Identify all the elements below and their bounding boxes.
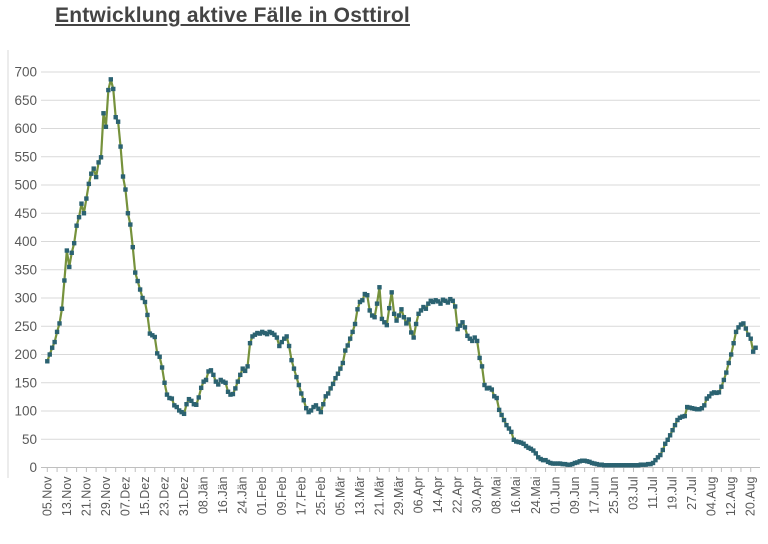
svg-text:19.Jul: 19.Jul xyxy=(666,477,680,510)
svg-text:17.Feb: 17.Feb xyxy=(294,476,308,515)
svg-text:16.Mai: 16.Mai xyxy=(509,477,523,515)
svg-text:16.Jän: 16.Jän xyxy=(216,476,230,514)
data-line xyxy=(46,78,757,467)
svg-text:30.Apr: 30.Apr xyxy=(470,476,484,513)
svg-text:03.Jul: 03.Jul xyxy=(626,477,640,510)
svg-text:500: 500 xyxy=(14,178,37,193)
svg-text:250: 250 xyxy=(14,319,37,334)
svg-text:14.Apr: 14.Apr xyxy=(431,477,445,514)
svg-text:08.Mai: 08.Mai xyxy=(490,476,504,514)
svg-text:07.Dez: 07.Dez xyxy=(118,477,132,517)
svg-text:24.Mai: 24.Mai xyxy=(529,477,543,515)
svg-text:05.Mär: 05.Mär xyxy=(333,477,347,516)
x-axis-labels: 05.Nov 13.Nov 21.Nov 29.Nov 07.Dez 15.Dez 23.D… xyxy=(40,476,757,516)
svg-text:21.Mär: 21.Mär xyxy=(372,477,386,516)
svg-text:24.Jän: 24.Jän xyxy=(236,476,250,514)
svg-text:21.Nov: 21.Nov xyxy=(79,476,93,516)
svg-text:300: 300 xyxy=(14,291,37,306)
svg-text:04.Aug: 04.Aug xyxy=(705,476,719,516)
gridlines xyxy=(41,71,760,468)
svg-text:350: 350 xyxy=(14,262,37,277)
svg-text:27.Jul: 27.Jul xyxy=(685,477,699,510)
svg-text:06.Apr: 06.Apr xyxy=(412,477,426,514)
svg-text:01.Jun: 01.Jun xyxy=(548,476,562,514)
chart-title: Entwicklung aktive Fälle in Osttirol xyxy=(55,4,410,27)
y-axis-labels: 0 50 100 150 200 250 300 350 400 450 500 550 600 650 7… xyxy=(14,65,37,476)
svg-text:05.Nov: 05.Nov xyxy=(40,476,54,516)
svg-text:0: 0 xyxy=(29,460,37,475)
svg-text:01.Feb: 01.Feb xyxy=(255,476,269,515)
svg-text:29.Nov: 29.Nov xyxy=(99,476,113,516)
svg-text:700: 700 xyxy=(14,65,37,80)
x-axis-ticks xyxy=(46,468,752,472)
svg-text:550: 550 xyxy=(14,149,37,164)
svg-text:25.Feb: 25.Feb xyxy=(314,476,328,515)
svg-text:450: 450 xyxy=(14,206,37,221)
svg-text:31.Dez: 31.Dez xyxy=(177,477,191,517)
svg-text:15.Dez: 15.Dez xyxy=(138,477,152,517)
svg-text:200: 200 xyxy=(14,347,37,362)
svg-text:09.Feb: 09.Feb xyxy=(275,476,289,515)
svg-text:150: 150 xyxy=(14,375,37,390)
svg-text:29.Mär: 29.Mär xyxy=(392,477,406,516)
svg-text:20.Aug: 20.Aug xyxy=(744,476,758,516)
svg-text:50: 50 xyxy=(22,432,37,447)
svg-text:100: 100 xyxy=(14,404,37,419)
svg-text:08.Jän: 08.Jän xyxy=(197,476,211,514)
svg-text:12.Aug: 12.Aug xyxy=(724,476,738,516)
svg-text:600: 600 xyxy=(14,121,37,136)
svg-text:13.Nov: 13.Nov xyxy=(60,476,74,516)
svg-text:400: 400 xyxy=(14,234,37,249)
svg-text:22.Apr: 22.Apr xyxy=(451,477,465,514)
svg-text:17.Jun: 17.Jun xyxy=(587,476,601,514)
data-markers xyxy=(45,77,758,468)
svg-text:13.Mär: 13.Mär xyxy=(353,477,367,516)
svg-text:09.Jun: 09.Jun xyxy=(568,476,582,514)
svg-text:23.Dez: 23.Dez xyxy=(158,477,172,517)
svg-text:650: 650 xyxy=(14,93,37,108)
svg-text:25.Jun: 25.Jun xyxy=(607,476,621,514)
svg-text:11.Jul: 11.Jul xyxy=(646,477,660,509)
